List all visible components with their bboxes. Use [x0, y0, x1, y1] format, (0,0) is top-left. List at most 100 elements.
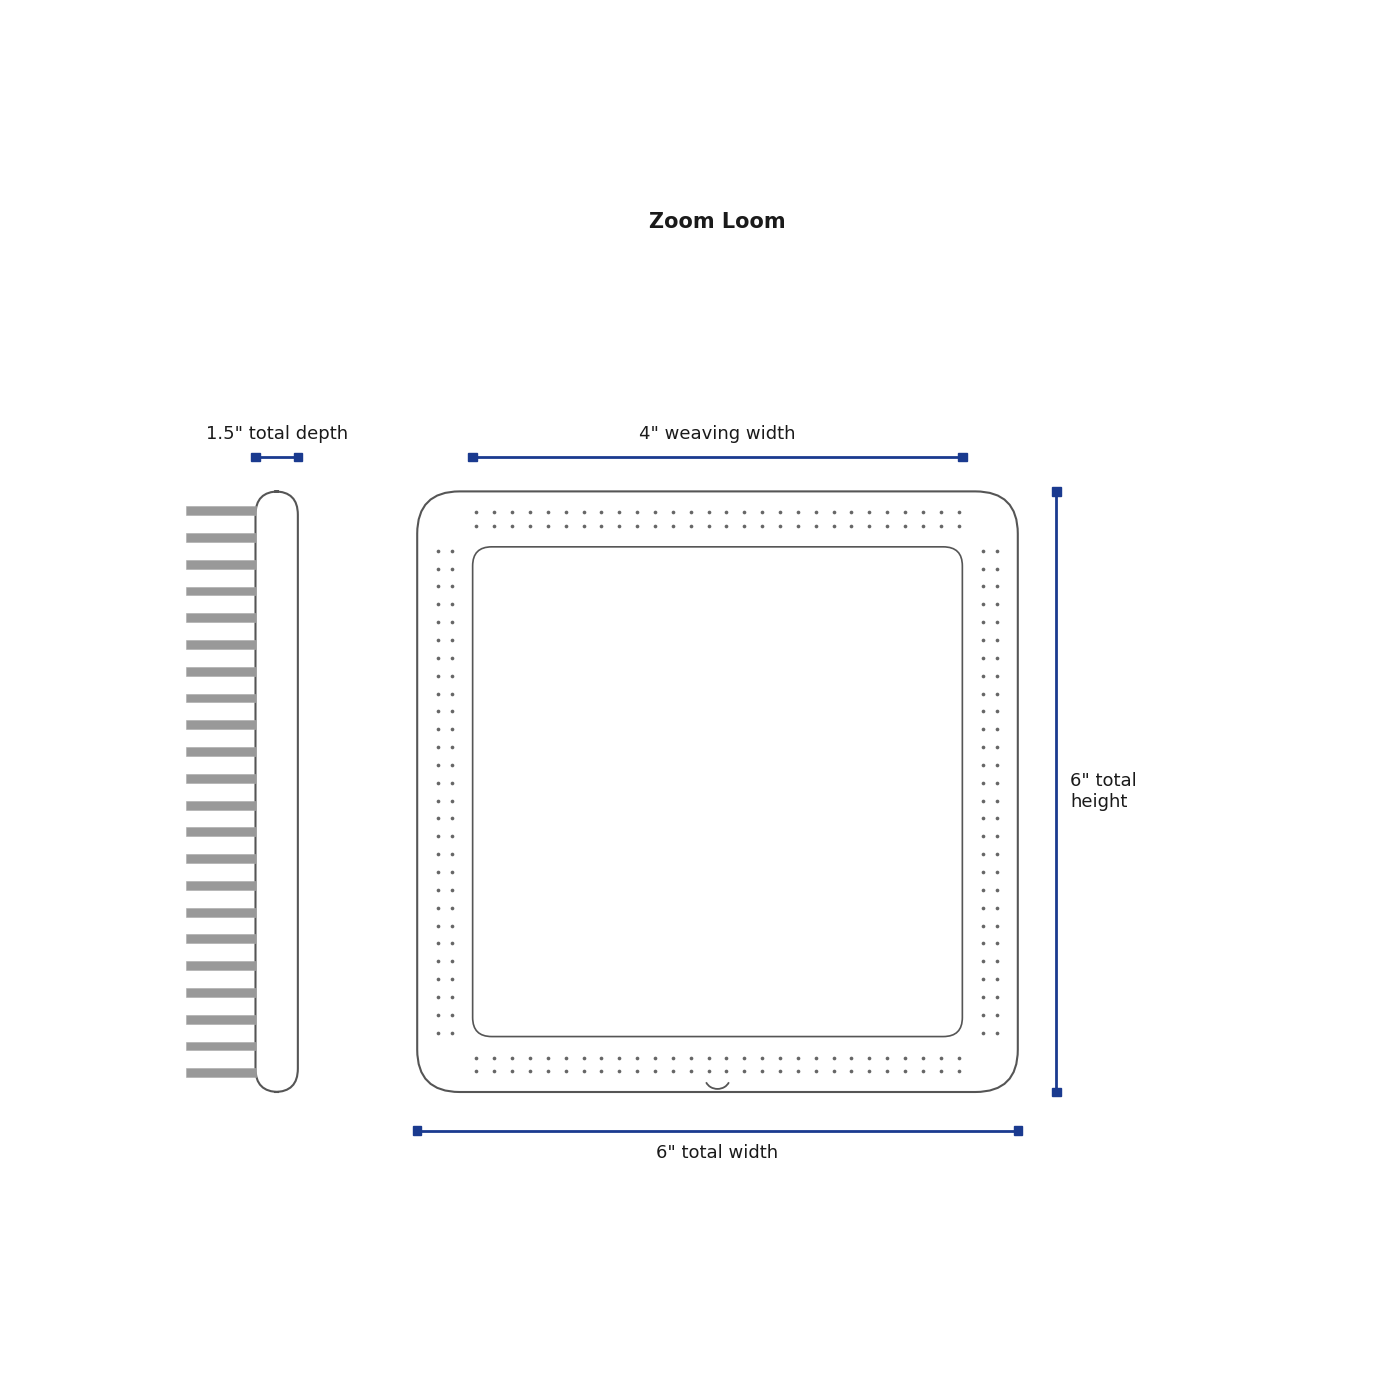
- Point: [441, 665, 463, 687]
- Point: [679, 1046, 701, 1068]
- Point: [427, 718, 449, 741]
- Point: [876, 501, 899, 524]
- Point: [805, 501, 827, 524]
- Point: [840, 1060, 862, 1082]
- Point: [893, 1046, 916, 1068]
- Point: [986, 914, 1008, 937]
- Point: [441, 610, 463, 633]
- Point: [427, 700, 449, 722]
- Point: [427, 665, 449, 687]
- Point: [441, 967, 463, 990]
- Point: [986, 629, 1008, 651]
- Point: [427, 790, 449, 812]
- Point: [441, 896, 463, 918]
- Point: [441, 790, 463, 812]
- Point: [787, 1060, 809, 1082]
- Point: [972, 967, 994, 990]
- Point: [427, 825, 449, 847]
- Point: [427, 967, 449, 990]
- Point: [930, 515, 952, 538]
- Point: [805, 1060, 827, 1082]
- Point: [972, 951, 994, 973]
- Point: [972, 718, 994, 741]
- Point: [427, 575, 449, 598]
- Point: [441, 736, 463, 759]
- Point: [573, 1060, 595, 1082]
- Point: [483, 1046, 505, 1068]
- Point: [644, 1046, 666, 1068]
- Point: [626, 515, 648, 538]
- Point: [858, 501, 881, 524]
- Bar: [186, 907, 255, 917]
- Point: [441, 914, 463, 937]
- Point: [441, 718, 463, 741]
- Point: [986, 1004, 1008, 1026]
- Point: [986, 539, 1008, 561]
- Point: [427, 932, 449, 955]
- Point: [986, 808, 1008, 830]
- Bar: [413, 1126, 421, 1135]
- Point: [986, 665, 1008, 687]
- Point: [972, 879, 994, 902]
- Point: [662, 515, 685, 538]
- Bar: [186, 774, 255, 783]
- Point: [986, 932, 1008, 955]
- Point: [679, 1060, 701, 1082]
- Point: [644, 501, 666, 524]
- Bar: [186, 1015, 255, 1023]
- Bar: [186, 854, 255, 862]
- Point: [769, 1060, 791, 1082]
- Point: [858, 515, 881, 538]
- Bar: [186, 721, 255, 729]
- Point: [427, 986, 449, 1008]
- Point: [441, 594, 463, 616]
- Point: [750, 1060, 773, 1082]
- Point: [441, 825, 463, 847]
- Bar: [186, 748, 255, 756]
- Point: [554, 501, 577, 524]
- Bar: [186, 881, 255, 890]
- Point: [483, 515, 505, 538]
- Point: [930, 501, 952, 524]
- Point: [554, 515, 577, 538]
- Point: [715, 1046, 738, 1068]
- Point: [893, 1060, 916, 1082]
- Point: [769, 501, 791, 524]
- Point: [911, 501, 934, 524]
- Text: 4" weaving width: 4" weaving width: [640, 424, 795, 442]
- Point: [427, 951, 449, 973]
- Point: [441, 647, 463, 669]
- Point: [519, 1060, 542, 1082]
- Point: [948, 1060, 970, 1082]
- Point: [536, 1060, 559, 1082]
- Point: [465, 1046, 487, 1068]
- Point: [441, 557, 463, 580]
- Point: [972, 914, 994, 937]
- Point: [986, 861, 1008, 883]
- Point: [972, 986, 994, 1008]
- Point: [986, 986, 1008, 1008]
- Point: [972, 629, 994, 651]
- FancyBboxPatch shape: [473, 547, 962, 1036]
- Point: [734, 1060, 756, 1082]
- Point: [986, 896, 1008, 918]
- Bar: [186, 988, 255, 997]
- Point: [750, 515, 773, 538]
- Point: [441, 575, 463, 598]
- Point: [972, 843, 994, 865]
- Point: [769, 1046, 791, 1068]
- Bar: [1014, 1126, 1022, 1135]
- Point: [591, 501, 613, 524]
- Point: [427, 557, 449, 580]
- Bar: [186, 640, 255, 650]
- Text: Zoom Loom: Zoom Loom: [650, 211, 785, 232]
- Point: [986, 951, 1008, 973]
- Point: [536, 515, 559, 538]
- Point: [427, 539, 449, 561]
- Point: [441, 951, 463, 973]
- Point: [519, 1046, 542, 1068]
- Point: [441, 700, 463, 722]
- Point: [986, 594, 1008, 616]
- Point: [972, 700, 994, 722]
- Point: [427, 753, 449, 776]
